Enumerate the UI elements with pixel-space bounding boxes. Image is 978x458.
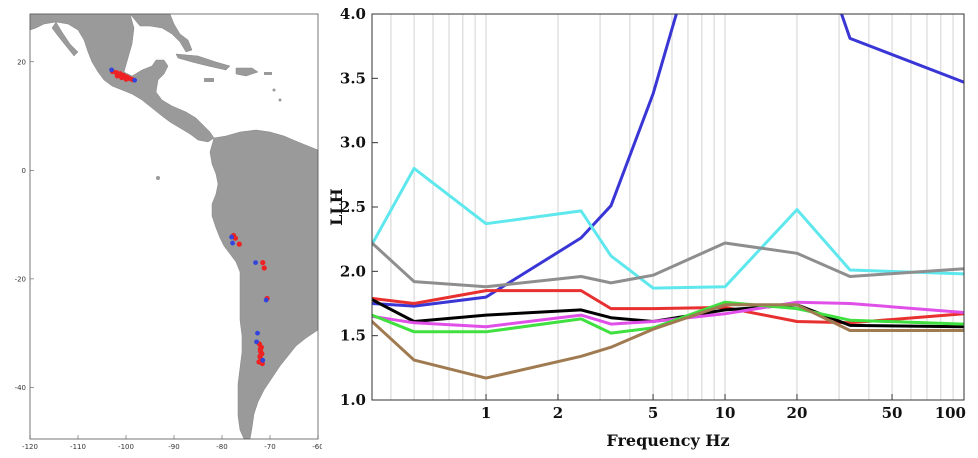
llh-frequency-chart: 1 2 5 10 20 50 100 1.0 1.5 2.0 2.5 3.0 3.5 4.0 Freque…	[322, 0, 978, 454]
x-axis-label: Frequency Hz	[606, 431, 729, 450]
series-line-3	[372, 241, 964, 289]
map-y-tick-label: -40	[15, 384, 26, 392]
y-tick-label: 3.0	[340, 134, 366, 152]
x-tick-label: 100	[935, 404, 966, 422]
hispaniola-land	[235, 67, 259, 77]
map-x-tick-label: -100	[118, 443, 134, 451]
x-tick-label: 20	[787, 404, 808, 422]
x-tick-label: 10	[715, 404, 736, 422]
series-line-7	[372, 300, 964, 335]
lesser-antilles-island	[278, 98, 282, 102]
blue-station-point	[132, 77, 138, 83]
map-y-tick-label: 0	[22, 167, 26, 175]
red-station-point	[232, 235, 239, 241]
blue-station-point	[230, 240, 235, 246]
chart-ticks-layer: 1 2 5 10 20 50 100 1.0 1.5 2.0 2.5 3.0 3.5 4.0	[340, 5, 966, 422]
x-tick-label: 2	[553, 404, 563, 422]
series-line-8	[372, 303, 964, 380]
blue-station-point	[109, 67, 114, 73]
red-station-point	[123, 76, 129, 82]
lesser-antilles-island	[272, 88, 276, 92]
red-station-point	[119, 74, 125, 81]
series-line-6	[372, 300, 964, 329]
y-tick-label: 3.5	[340, 69, 366, 87]
map-x-tick-label: -120	[22, 443, 38, 451]
x-tick-label: 1	[481, 404, 491, 422]
map-ticks-layer: -120 -110 -100 -90 -80 -70 -60 20 0 -20 -40	[15, 58, 324, 451]
chart-grid	[390, 14, 954, 400]
map-x-tick-label: -110	[70, 443, 86, 451]
map-x-tick-label: -90	[168, 443, 179, 451]
map-x-tick-label: -70	[264, 443, 275, 451]
red-station-point	[258, 349, 264, 355]
red-station-point	[114, 73, 120, 79]
blue-station-point	[255, 330, 260, 336]
blue-station-point	[229, 234, 235, 240]
puerto-rico-land	[264, 72, 272, 75]
map-y-tick-label: 20	[17, 58, 26, 66]
blue-station-point	[254, 339, 259, 345]
cuba-land	[175, 53, 231, 71]
chart-series-layer	[372, 14, 964, 380]
map-svg: -120 -110 -100 -90 -80 -70 -60 20 0 -20 -40	[15, 13, 324, 451]
series-line-4	[372, 289, 964, 325]
map-y-tick-label: -20	[15, 275, 26, 283]
y-tick-label: 2.5	[340, 198, 366, 216]
y-tick-label: 4.0	[340, 5, 366, 23]
chart-frame	[371, 13, 965, 401]
map-x-tick-label: -80	[216, 443, 227, 451]
map-points-layer	[109, 67, 270, 367]
blue-station-point	[253, 260, 258, 265]
seismic-station-map: -120 -110 -100 -90 -80 -70 -60 20 0 -20 -40	[0, 0, 324, 454]
y-tick-label: 1.0	[340, 391, 366, 409]
red-station-point	[261, 265, 267, 271]
x-tick-label: 50	[882, 404, 903, 422]
x-tick-label: 5	[648, 404, 658, 422]
series-line-2	[372, 166, 964, 290]
galapagos-island	[156, 176, 160, 180]
blue-station-point	[263, 297, 269, 303]
red-station-point	[260, 259, 266, 266]
map-x-tick-label: -60	[312, 443, 322, 451]
red-station-point	[236, 241, 242, 247]
us-southeast-land	[129, 13, 193, 53]
baja-california-land	[51, 21, 79, 57]
y-tick-label: 1.5	[340, 327, 366, 345]
jamaica-land	[204, 78, 214, 82]
y-tick-label: 2.0	[340, 262, 366, 280]
series-line-1	[372, 14, 964, 308]
chart-svg: 1 2 5 10 20 50 100 1.0 1.5 2.0 2.5 3.0 3.5 4.0 Freque…	[327, 5, 966, 450]
blue-station-point	[260, 357, 266, 363]
y-axis-label: LLH	[327, 188, 346, 226]
